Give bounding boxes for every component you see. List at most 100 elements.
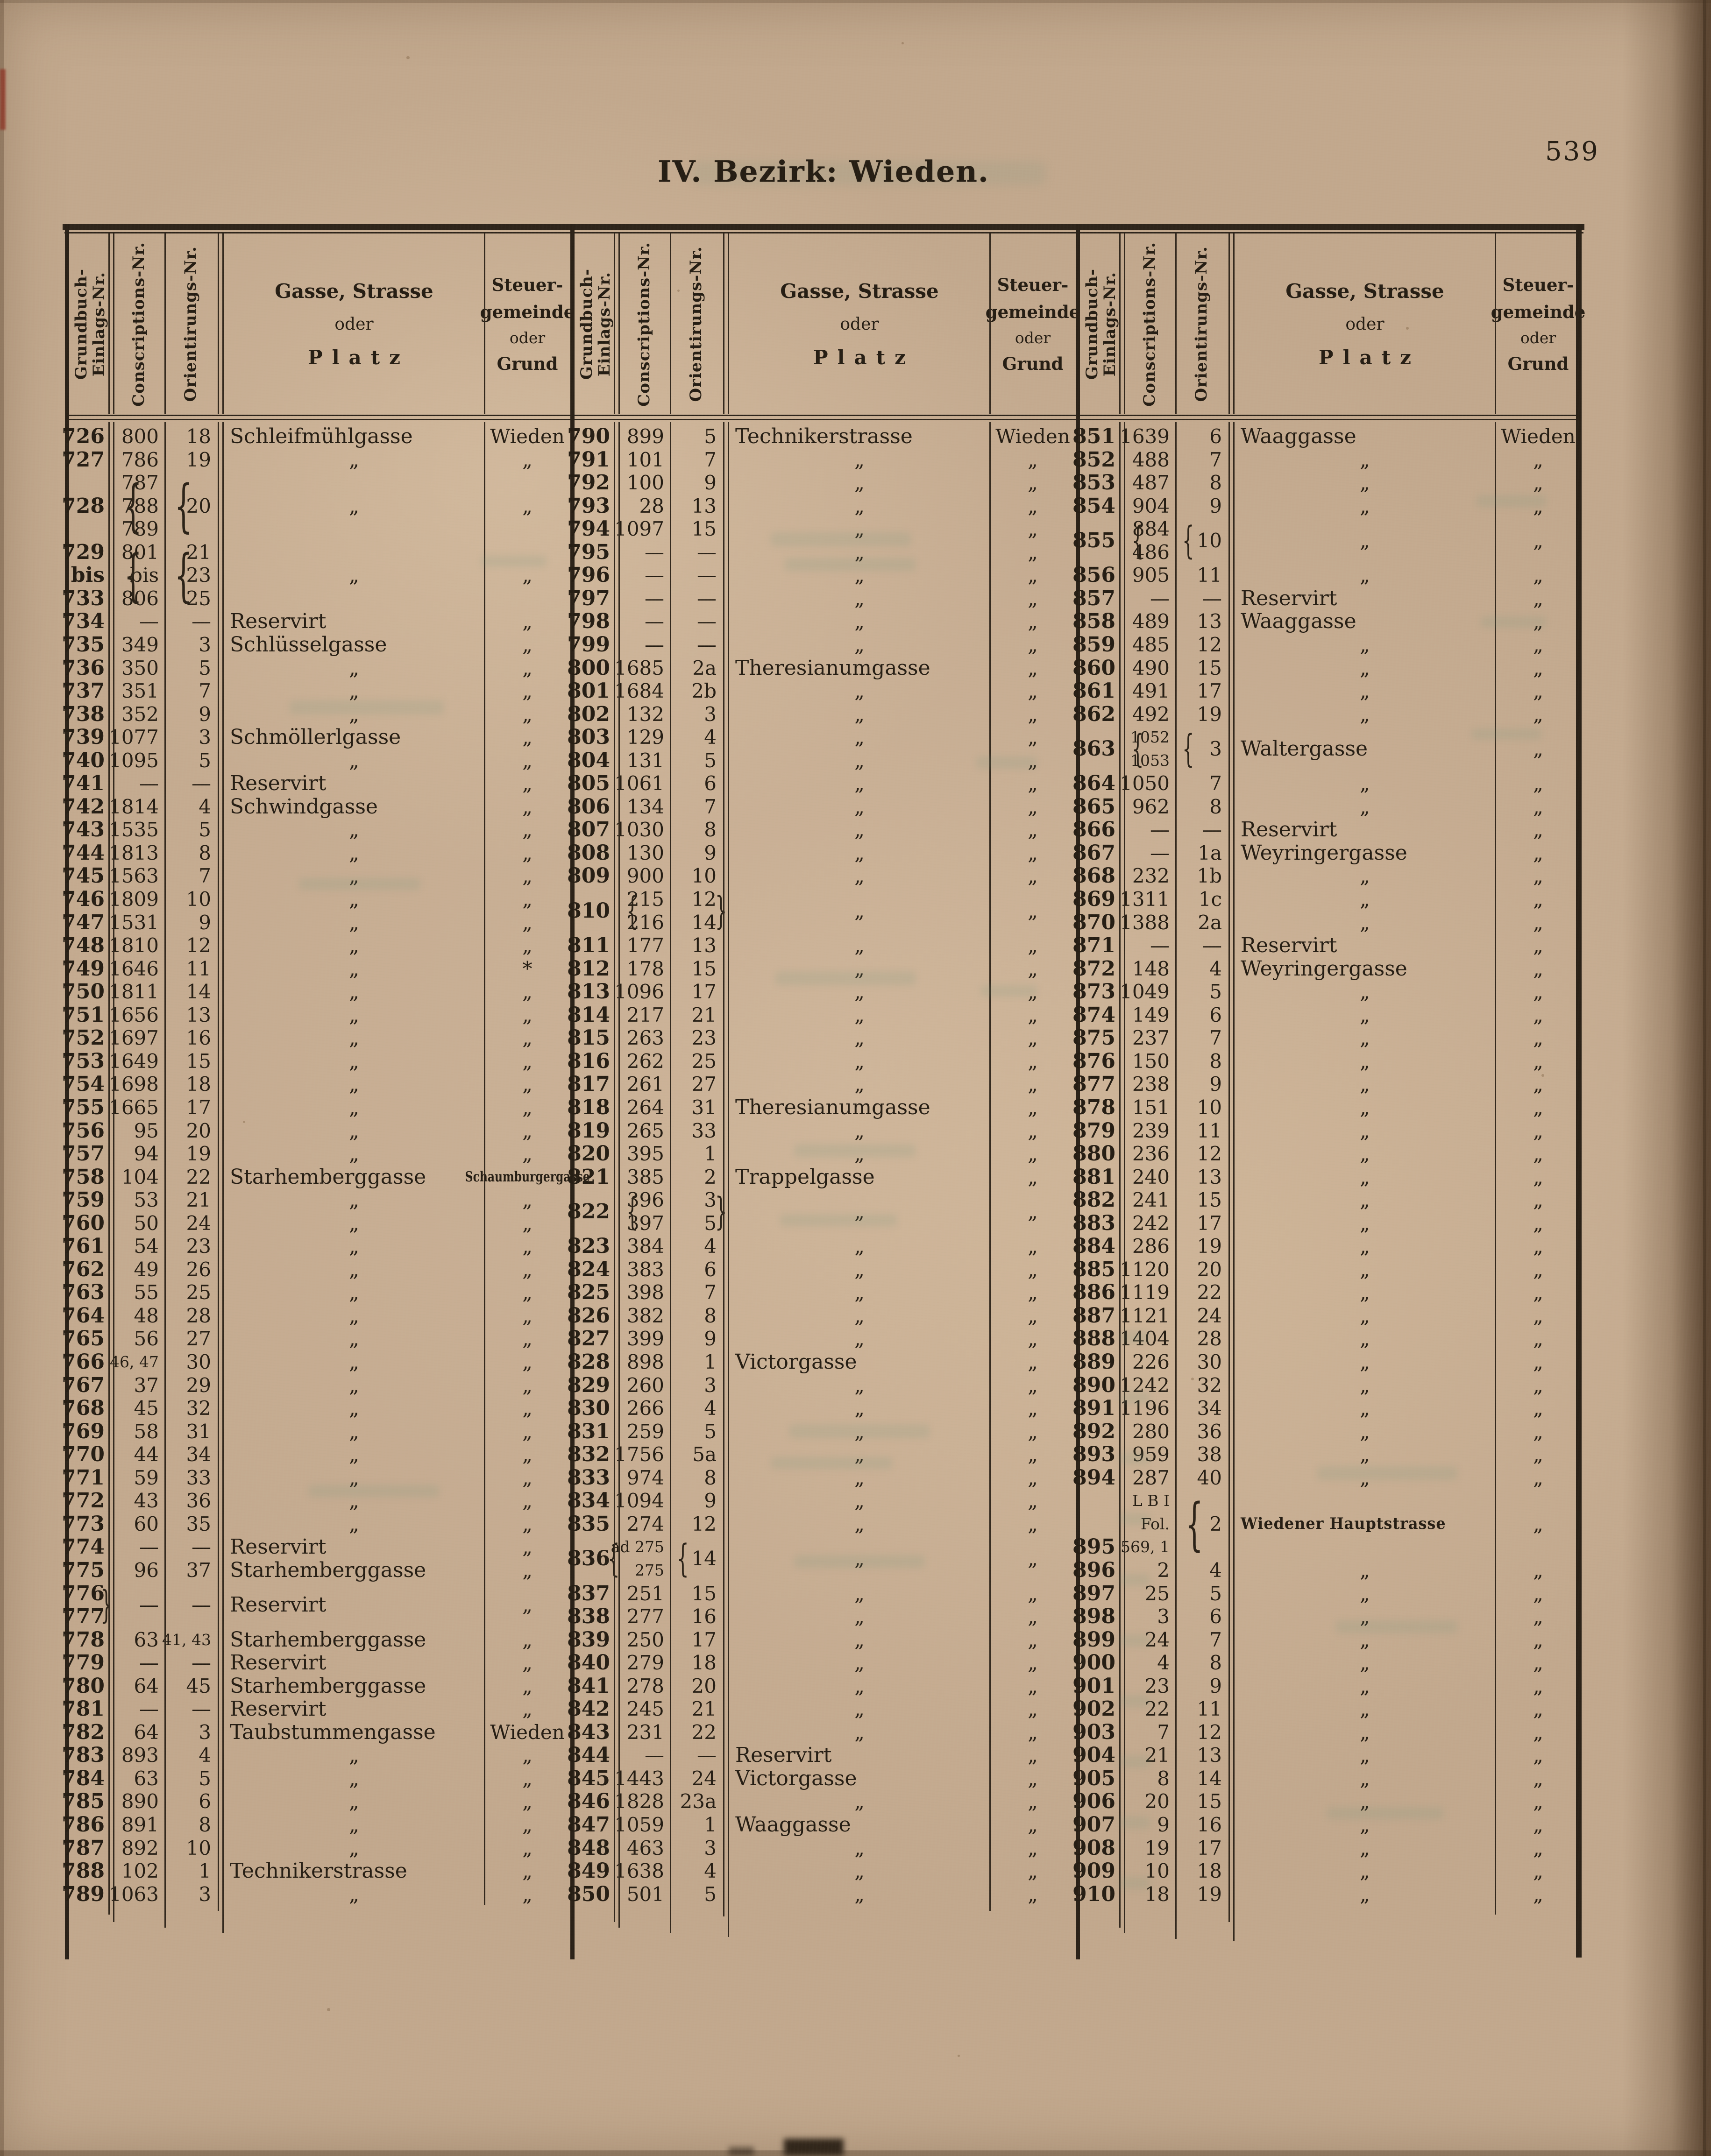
- tax-cell: „: [1028, 1466, 1038, 1489]
- grundbuch-cell: 827: [567, 1327, 610, 1351]
- grundbuch-cell: 854: [1072, 494, 1115, 518]
- table-row: 879 239 11 „ „: [1072, 1119, 1582, 1143]
- conscription-cell: 277: [626, 1605, 664, 1628]
- table-row: 901 23 9 „ „: [1072, 1674, 1582, 1698]
- conscription-cell: 490: [1132, 656, 1170, 679]
- grundbuch-cell: 883: [1072, 1211, 1115, 1235]
- tax-cell: „: [1533, 1304, 1543, 1327]
- table-row: 786 891 8 „ „: [62, 1813, 571, 1837]
- table-row: 753 1649 15 „ „: [62, 1050, 571, 1073]
- table-row: 812 178 15 „ „: [567, 957, 1076, 981]
- table-row: 851 1639 6 Waaggasse Wieden: [1072, 425, 1582, 448]
- table-row: 758 104 22 Starhemberggasse Schaumburgergass…: [62, 1166, 589, 1189]
- tax-cell: „: [1533, 679, 1543, 703]
- tax-cell: „: [1533, 795, 1543, 818]
- orientirung-cell: —: [192, 1593, 211, 1617]
- table-row: 790 899 5 Technikerstrasse Wieden: [567, 425, 1076, 448]
- orientirung-cell: 18: [691, 1651, 717, 1675]
- orientirung-cell: 17: [691, 1628, 717, 1651]
- street-cell: „: [349, 1281, 359, 1304]
- table-row: 900 4 8 „ „: [1072, 1651, 1582, 1675]
- orientirung-cell: 10: [186, 888, 211, 911]
- table-row: 892 280 36 „ „: [1072, 1420, 1582, 1443]
- tax-cell: *: [522, 957, 532, 980]
- grundbuch-cell: 818: [567, 1095, 610, 1119]
- street-cell: „: [1360, 1096, 1370, 1119]
- conscription-cell: 382: [626, 1304, 664, 1327]
- tax-cell: „: [1028, 517, 1038, 541]
- table-row: 743 1535 5 „ „: [62, 818, 571, 841]
- orientirung-cell: 36: [186, 1489, 211, 1513]
- conscription-cell: 786: [121, 448, 159, 471]
- grundbuch-cell: 898: [1072, 1605, 1115, 1629]
- orientirung-cell: 19: [186, 448, 211, 471]
- street-cell: „: [349, 1235, 359, 1258]
- conscription-cell: 150: [1132, 1049, 1170, 1073]
- grundbuch-cell: 871: [1072, 933, 1115, 958]
- orientirung-cell: 7: [199, 864, 211, 888]
- grundbuch-cell: 828: [567, 1350, 610, 1374]
- street-cell: „: [349, 679, 359, 703]
- tax-cell: „: [1533, 1674, 1543, 1697]
- orientirung-cell: 8: [1209, 1049, 1222, 1073]
- table-row: 885 1120 20 „ „: [1072, 1258, 1582, 1281]
- tax-cell: „: [522, 864, 532, 888]
- table-row: 799 — — „ „: [567, 633, 1076, 657]
- tax-cell: „: [1028, 702, 1038, 726]
- conscription-cell: 251: [626, 1582, 664, 1605]
- street-cell: „: [1360, 1049, 1370, 1073]
- conscription-cell: 1242: [1120, 1373, 1170, 1397]
- table-row: 826 382 8 „ „: [567, 1304, 1076, 1328]
- orientirung-cell: 8: [1209, 471, 1222, 495]
- street-cell: Reservirt: [230, 1535, 327, 1559]
- table-row: 872 148 4 Weyringergasse „: [1072, 957, 1582, 981]
- table-row: 844 — — Reservirt „: [567, 1744, 1076, 1767]
- group-border: [1076, 224, 1080, 1959]
- orientirung-cell: 12: [1197, 633, 1222, 656]
- tax-cell: „: [522, 749, 532, 772]
- grundbuch-cell: 856: [1072, 563, 1115, 587]
- table-row: 850 501 5 „ „: [567, 1882, 1076, 1906]
- orientirung-cell: 24: [186, 1211, 211, 1235]
- orientirung-cell: 12: [691, 1512, 717, 1535]
- conscription-cell: 48: [134, 1304, 159, 1327]
- table-row: 880 236 12 „ „: [1072, 1142, 1582, 1166]
- table-row: 858 489 13 Waaggasse „: [1072, 610, 1582, 633]
- table-row: 857 — — Reservirt „: [1072, 587, 1582, 610]
- orientirung-cell: 5: [1209, 980, 1222, 1004]
- orientirung-cell: 7: [704, 448, 717, 471]
- column-header-street: Gasse, Strasse oder Platz: [780, 279, 939, 369]
- grundbuch-cell: 853: [1072, 471, 1115, 495]
- street-cell: „: [1360, 633, 1370, 656]
- table-row: 808 130 9 „ „: [567, 841, 1076, 865]
- tax-cell: „: [522, 1651, 532, 1675]
- table-row: 742 1814 4 Schwindgasse „: [62, 795, 571, 819]
- grundbuch-cell: 852: [1072, 447, 1115, 472]
- grundbuch-cell: 888: [1072, 1327, 1115, 1351]
- conscription-cell: 485: [1132, 633, 1170, 656]
- table-row: 894 287 40 „ „: [1072, 1466, 1582, 1490]
- grouping-brace: {: [626, 1189, 639, 1234]
- conscription-cell: 54: [134, 1235, 159, 1258]
- orientirung-cell: 1a: [1198, 841, 1222, 864]
- grundbuch-cell: 842: [567, 1697, 610, 1721]
- street-cell: Taubstummengasse: [230, 1720, 436, 1744]
- table-row: 887 1121 24 „ „: [1072, 1304, 1582, 1328]
- street-cell: „: [854, 517, 865, 541]
- tax-cell: „: [522, 1119, 532, 1142]
- conscription-cell: 132: [626, 702, 664, 726]
- orientirung-cell: 11: [1197, 1119, 1222, 1142]
- table-row: 726 800 18 Schleifmühlgasse Wieden: [62, 425, 571, 448]
- tax-cell: „: [1028, 1882, 1038, 1906]
- conscription-cell: 1756: [614, 1443, 664, 1466]
- grouping-brace: {: [676, 1536, 689, 1581]
- grundbuch-cell: 823: [567, 1234, 610, 1258]
- street-cell: „: [349, 1443, 359, 1466]
- orientirung-cell: 17: [1197, 1836, 1222, 1859]
- conscription-cell: 49: [134, 1258, 159, 1281]
- page-edge-shadow: [1622, 0, 1711, 2156]
- conscription-cell: 801 bis 806{: [121, 540, 159, 610]
- table-row: 822 396 397{3 5} „ „: [567, 1188, 1076, 1235]
- conscription-cell: 3: [1157, 1605, 1170, 1628]
- grundbuch-cell: 891: [1072, 1396, 1115, 1421]
